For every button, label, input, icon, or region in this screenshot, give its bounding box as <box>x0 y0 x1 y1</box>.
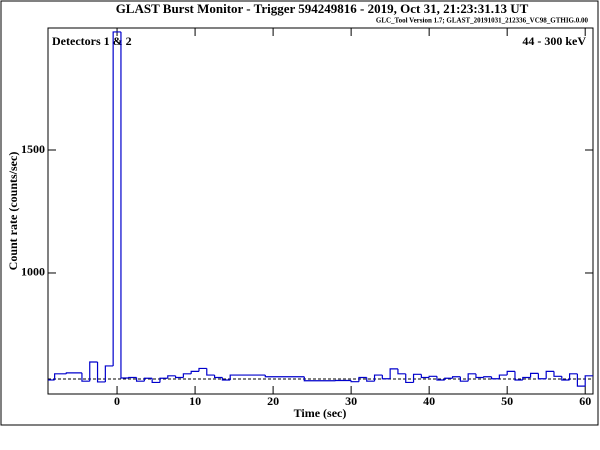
histogram-step <box>54 373 67 380</box>
histogram-step <box>514 371 523 381</box>
histogram-step <box>420 374 430 379</box>
histogram-step <box>483 376 492 378</box>
histogram-step <box>120 31 129 379</box>
histogram-step <box>104 365 114 382</box>
histogram-step <box>112 31 121 366</box>
histogram-step <box>221 377 231 381</box>
histogram-step <box>350 380 359 383</box>
histogram-step <box>213 375 223 379</box>
histogram-step <box>537 373 547 380</box>
histogram-step <box>81 372 90 382</box>
histogram-step <box>89 361 98 382</box>
histogram-step <box>412 373 422 383</box>
x-axis-label: Time (sec) <box>294 406 347 420</box>
histogram-step <box>506 370 515 376</box>
histogram-step <box>143 377 153 382</box>
histogram-step <box>65 372 82 374</box>
histogram-step <box>397 368 406 375</box>
histogram-step <box>151 378 160 384</box>
x-tick-label: 0 <box>114 394 120 408</box>
histogram-step <box>358 376 367 382</box>
histogram-step <box>303 376 336 382</box>
subtitle: GLC_Tool Version 1.7; GLAST_20191031_212… <box>376 17 589 25</box>
histogram-step <box>167 375 176 379</box>
histogram-step <box>264 375 305 378</box>
histogram-step <box>568 373 578 380</box>
histogram-step <box>381 375 391 380</box>
histogram-step <box>405 373 414 384</box>
histogram-step <box>553 371 562 377</box>
histogram-step <box>174 375 184 379</box>
chart-title: GLAST Burst Monitor - Trigger 594249816 … <box>116 1 529 16</box>
histogram-step <box>475 373 484 379</box>
annotation: Detectors 1 & 2 <box>52 34 132 48</box>
histogram-step <box>459 376 469 382</box>
y-tick-label: 1000 <box>21 265 45 279</box>
histogram-step <box>584 375 593 387</box>
histogram-step <box>529 372 539 378</box>
histogram-step <box>490 376 500 380</box>
histogram-step <box>428 375 437 378</box>
histogram-step <box>96 362 106 383</box>
histogram-step <box>159 377 168 383</box>
histogram-step <box>451 376 461 379</box>
histogram-step <box>436 376 445 381</box>
histogram-step <box>576 373 586 387</box>
x-tick-label: 60 <box>579 394 591 408</box>
histogram-step <box>135 377 145 382</box>
x-tick-label: 40 <box>423 394 435 408</box>
histogram-step <box>373 374 383 382</box>
outer-frame <box>0 0 599 426</box>
histogram-step <box>561 376 570 381</box>
histogram-step <box>206 368 215 376</box>
x-tick-label: 30 <box>345 394 357 408</box>
y-tick-label: 1500 <box>21 142 45 156</box>
x-tick-label: 20 <box>267 394 279 408</box>
histogram-step <box>522 376 531 380</box>
x-tick-label: 50 <box>501 394 513 408</box>
histogram-step <box>190 370 199 374</box>
histogram-step <box>229 374 266 380</box>
y-axis-label: Count rate (counts/sec) <box>6 152 20 271</box>
histogram-step <box>366 377 375 382</box>
histogram-step <box>444 377 453 380</box>
x-tick-label: 10 <box>189 394 201 408</box>
plot-frame <box>47 27 594 395</box>
histogram-step <box>389 368 398 379</box>
histogram-step <box>182 373 192 378</box>
annotation: 44 - 300 keV <box>522 34 586 48</box>
histogram-step <box>467 373 476 382</box>
histogram-step <box>498 374 508 379</box>
histogram-step <box>545 370 554 379</box>
histogram-step <box>198 367 207 372</box>
